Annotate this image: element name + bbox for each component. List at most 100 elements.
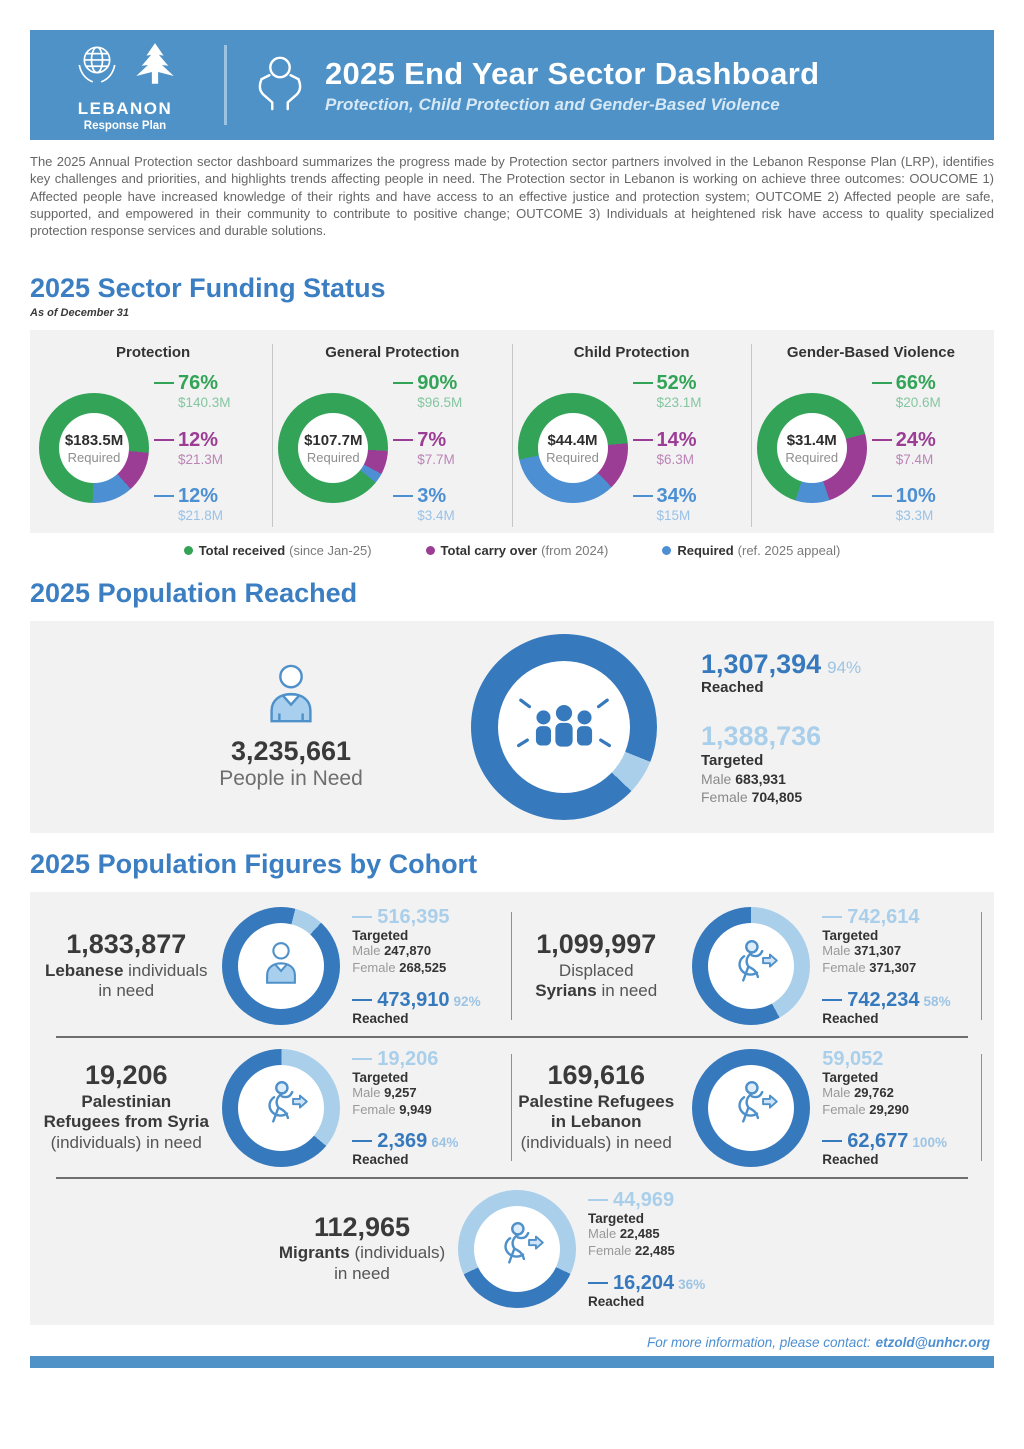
population-reached-section: 2025 Population Reached 3,235,661 People… [30,578,994,834]
logo-text-response-plan: Response Plan [83,120,167,132]
cohort-panel: 1,833,877 Lebanese individuals in need [30,892,994,1325]
population-reached-donut [471,634,657,821]
targeted-stat: 19,206 [352,1048,510,1070]
funding-group-title: Protection [116,344,191,362]
required-stat: 12% $21.8M [154,486,267,523]
cohort-name: Displaced Syrians in need [535,960,658,1001]
carryover-stat: 14% $6.3M [632,429,746,467]
required-stat: 10% $3.3M [871,486,985,523]
logo-text-lebanon: LEBANON [77,99,173,118]
cohort-name: Lebanese individuals in need [44,960,208,1001]
reached-stat: 16,204 36% [588,1272,746,1294]
required-label: Required [546,449,599,465]
connector-line [352,999,373,1002]
funding-group-title: Gender-Based Violence [786,344,955,362]
protection-funding-donut: $183.5M Required [39,393,149,504]
child-protection-funding-donut: $44.4M Required [517,393,628,504]
lebanon-response-plan-logo: LEBANON Response Plan [50,38,200,132]
targeted-label: Targeted [701,751,764,769]
as-of-date: As of December 31 [30,307,130,320]
targeted-stat: 44,969 [588,1189,746,1211]
legend-total-received: Total received (since Jan-25) [183,543,372,558]
funding-group-title: Child Protection [573,344,690,362]
targeted-label: Targeted [588,1210,645,1226]
connector-line [352,1057,373,1060]
female-row: Female 268,525 [352,960,447,976]
targeted-stat: 59,052 [822,1047,884,1070]
connector-line [871,495,892,498]
required-label: Required [67,449,121,465]
vertical-divider [510,912,512,1021]
reached-value-row: 1,307,394 94% [701,649,862,680]
cohort-row-2: 19,206 Palestinian Refugees from Syria (… [30,1038,994,1178]
female-row: Female 704,805 [701,788,803,805]
carryover-stat: 12% $21.3M [154,429,267,467]
funding-heading: 2025 Sector Funding Status [30,273,386,304]
cohort-heading: 2025 Population Figures by Cohort [30,849,478,880]
funding-protection: Protection $183.5M Required 76% $140.3M 1… [34,344,272,527]
people-in-need-value: 3,235,661 [230,736,352,767]
page-subtitle: Protection, Child Protection and Gender-… [325,94,780,114]
reached-label: Reached [352,1011,409,1027]
male-row: Male 22,485 [588,1225,660,1241]
male-row: Male 683,931 [701,770,786,787]
dashboard-page: LEBANON Response Plan 2025 End Year Sect… [30,30,994,1368]
cohort-section: 2025 Population Figures by Cohort 1,833,… [30,849,994,1325]
prl-donut [692,1048,811,1167]
cohort-name: Palestinian Refugees from Syria (individ… [43,1091,209,1153]
runner-icon [720,938,782,995]
cohort-row-1: 1,833,877 Lebanese individuals in need [30,896,994,1036]
reached-label: Reached [701,679,764,697]
cohort-name: Migrants (individuals) in need [278,1243,446,1284]
received-stat: 90% $96.5M [393,373,506,410]
reached-label: Reached [352,1152,409,1168]
syrians-donut [692,907,811,1026]
reached-stat: 2,369 64% [352,1130,510,1152]
reached-stat: 62,677 100% [822,1130,980,1152]
general-protection-funding-donut: $107.7M Required [278,393,389,504]
targeted-label: Targeted [352,928,409,944]
horizontal-separator [56,1036,968,1038]
required-amount: $107.7M [304,431,363,449]
required-amount: $44.4M [547,431,598,449]
funding-legend: Total received (since Jan-25) Total carry… [30,543,994,558]
targeted-stat: 742,614 [822,906,980,928]
cedar-tree-icon [130,38,180,97]
cohort-in-need-value: 19,206 [84,1060,168,1091]
reached-stat: 742,234 58% [822,989,980,1011]
intro-paragraph: The 2025 Annual Protection sector dashbo… [30,154,994,239]
reached-label: Reached [822,1152,879,1168]
people-in-need-label: People in Need [219,767,363,791]
connector-line [154,382,174,385]
prs-donut [222,1048,341,1167]
bottom-blue-bar [30,1355,994,1368]
funding-general-protection: General Protection $107.7M Required 90% $… [272,344,511,528]
received-stat: 52% $23.1M [632,373,746,410]
people-in-need-block: 3,235,661 People in Need [166,663,416,791]
required-stat: 34% $15M [632,486,746,523]
population-reached-panel: 3,235,661 People in Need [30,621,994,834]
male-row: Male 29,762 [822,1084,894,1100]
gbv-funding-donut: $31.4M Required [756,393,867,504]
vertical-divider [510,1053,512,1162]
connector-line [588,1198,608,1201]
footer-contact-email[interactable]: etzold@unhcr.org [875,1334,990,1350]
cohort-palestinian-refugees-syria: 19,206 Palestinian Refugees from Syria (… [42,1048,511,1168]
connector-line [352,1140,373,1143]
carryover-stat: 7% $7.7M [393,429,506,467]
purple-dot-icon [425,546,435,556]
connector-line [822,916,843,919]
un-globe-icon [70,38,124,97]
runner-icon [486,1220,548,1277]
targeted-label: Targeted [352,1069,409,1085]
lebanese-donut [222,907,341,1026]
hands-holding-person-icon [249,52,311,119]
male-row: Male 371,307 [822,943,902,959]
connector-line [393,382,414,385]
female-row: Female 9,949 [352,1101,432,1117]
targeted-value: 1,388,736 [701,721,822,752]
cohort-palestine-refugees-lebanon: 169,616 Palestine Refugees in Lebanon (i… [512,1048,981,1168]
connector-line [352,916,373,919]
population-reached-stats: 1,307,394 94% Reached 1,388,736 Targeted … [701,650,861,805]
connector-line [393,495,414,498]
